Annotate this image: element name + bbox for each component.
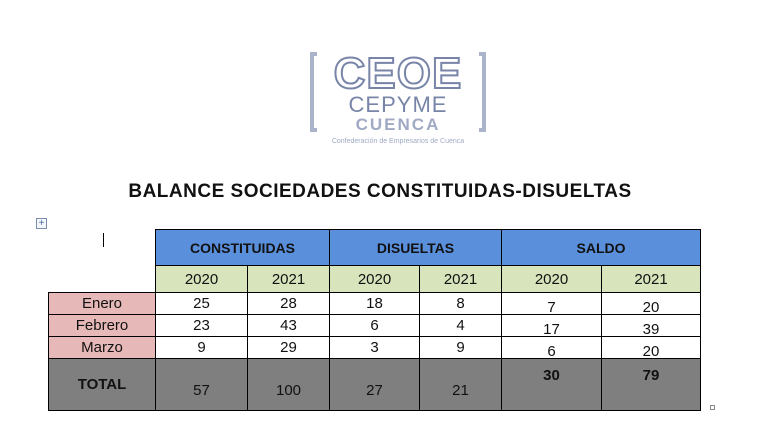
year-cell: 2020 xyxy=(329,265,420,293)
total-cell: 79 xyxy=(601,358,701,411)
data-cell: 20 xyxy=(601,292,701,316)
total-cell: 30 xyxy=(501,358,602,411)
data-cell: 39 xyxy=(601,314,701,338)
header-constituidas: CONSTITUIDAS xyxy=(155,229,330,266)
year-cell: 2021 xyxy=(419,265,502,293)
logo-bracket-right xyxy=(479,52,486,132)
logo-tagline: Confederación de Empresarios de Cuenca xyxy=(331,138,465,145)
text-cursor xyxy=(103,233,104,247)
table-row: Febrero 23 43 6 4 17 39 xyxy=(48,314,701,338)
year-cell: 2020 xyxy=(155,265,248,293)
month-label: Febrero xyxy=(48,314,156,337)
data-cell: 29 xyxy=(247,336,330,359)
year-cell: 2021 xyxy=(247,265,330,293)
balance-table: CONSTITUIDAS DISUELTAS SALDO 2020 2021 2… xyxy=(48,229,701,411)
data-cell: 28 xyxy=(247,292,330,315)
data-cell: 9 xyxy=(419,336,502,359)
data-cell: 18 xyxy=(329,292,420,315)
data-cell: 20 xyxy=(601,336,701,360)
header-saldo: SALDO xyxy=(501,229,701,266)
total-row: TOTAL 57 100 27 21 30 79 xyxy=(48,358,701,411)
data-cell: 23 xyxy=(155,314,248,337)
corner-cell xyxy=(49,230,156,266)
table-move-handle-icon[interactable]: + xyxy=(36,218,47,229)
total-cell: 57 xyxy=(155,358,248,411)
ceoe-cepyme-logo: CEOE CEPYME CUENCA Confederación de Empr… xyxy=(308,49,488,152)
total-cell: 100 xyxy=(247,358,330,411)
total-cell: 27 xyxy=(329,358,420,411)
year-cell: 2020 xyxy=(501,265,602,293)
month-label: Enero xyxy=(48,292,156,315)
data-cell: 7 xyxy=(501,292,602,316)
month-label: Marzo xyxy=(48,336,156,359)
data-cell: 9 xyxy=(155,336,248,359)
logo-ceoe: CEOE xyxy=(333,49,463,98)
logo-cepyme: CEPYME xyxy=(348,92,448,117)
document-title: BALANCE SOCIEDADES CONSTITUIDAS-DISUELTA… xyxy=(128,181,632,202)
data-cell: 25 xyxy=(155,292,248,315)
logo-cuenca: CUENCA xyxy=(355,115,441,134)
total-cell: 21 xyxy=(419,358,502,411)
data-cell: 4 xyxy=(419,314,502,337)
data-cell: 3 xyxy=(329,336,420,359)
table-row: Enero 25 28 18 8 7 20 xyxy=(48,292,701,316)
table-row: Marzo 9 29 3 9 6 20 xyxy=(48,336,701,360)
data-cell: 17 xyxy=(501,314,602,338)
corner-cell xyxy=(49,266,156,293)
total-label: TOTAL xyxy=(48,358,156,411)
year-cell: 2021 xyxy=(601,265,701,293)
data-cell: 6 xyxy=(329,314,420,337)
header-disueltas: DISUELTAS xyxy=(329,229,502,266)
logo-bracket-left xyxy=(310,52,317,132)
data-cell: 43 xyxy=(247,314,330,337)
table-resize-handle[interactable] xyxy=(710,405,715,410)
data-cell: 8 xyxy=(419,292,502,315)
data-cell: 6 xyxy=(501,336,602,360)
